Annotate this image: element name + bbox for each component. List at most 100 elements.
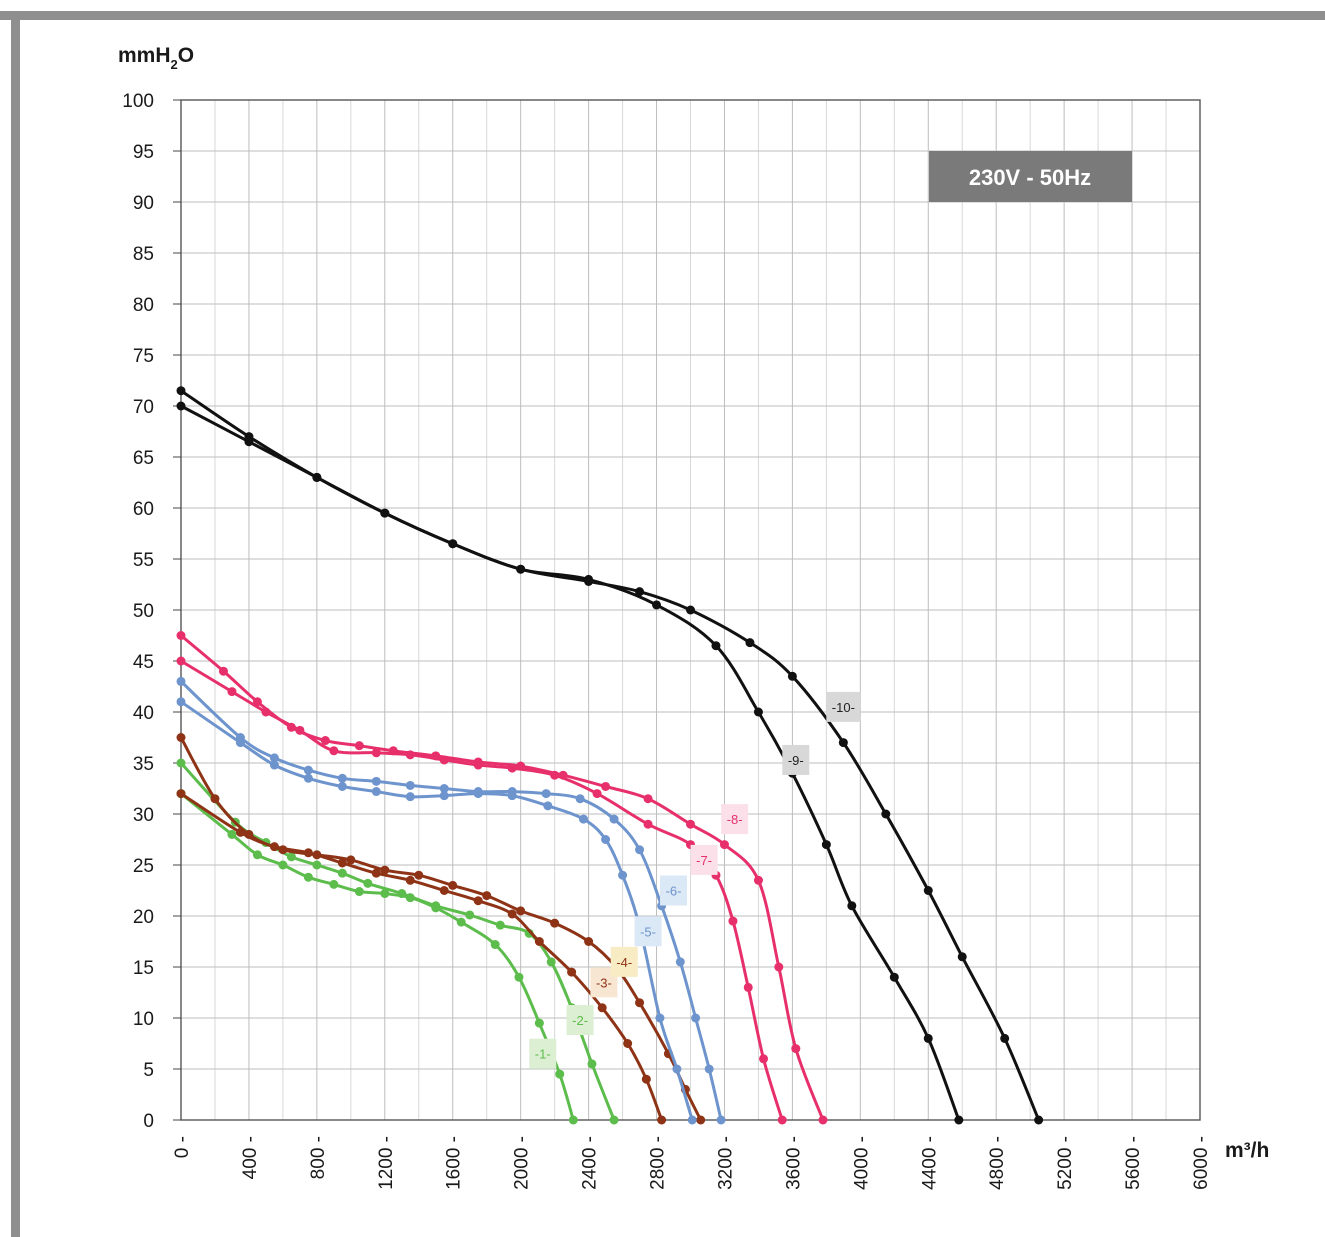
series2-point	[431, 901, 441, 911]
series8-point	[753, 875, 763, 885]
series7-line	[179, 659, 784, 1122]
y-tick-label: 50	[133, 601, 154, 622]
series8-point	[252, 697, 262, 707]
series1-label-text: -1-	[535, 1047, 551, 1062]
series1-point	[490, 940, 500, 950]
grid	[180, 99, 1201, 1121]
series4-point	[210, 794, 220, 804]
series6-point	[176, 676, 186, 686]
series4	[176, 733, 706, 1125]
series7-point	[371, 748, 381, 758]
series10-point	[838, 738, 848, 748]
series3	[176, 789, 667, 1125]
series8-point	[774, 962, 784, 972]
y-axis-title: mmH2O	[118, 44, 194, 72]
y-tick-label: 100	[122, 91, 154, 112]
series9-point	[889, 972, 899, 982]
series10-point	[745, 638, 755, 648]
series3-point	[597, 1003, 607, 1013]
series7-point	[329, 746, 339, 756]
series2-label-text: -2-	[572, 1013, 588, 1028]
series6-point	[371, 776, 381, 786]
series7-label: -7-	[690, 844, 718, 875]
series7-point	[592, 789, 602, 799]
series8-point	[286, 722, 296, 732]
series10-point	[957, 952, 967, 962]
series10-label-bg	[826, 691, 861, 722]
series4-point	[244, 829, 254, 839]
series10-line	[179, 389, 1041, 1122]
series3-point	[507, 909, 517, 919]
series7-point	[777, 1115, 787, 1125]
series-layer	[176, 386, 1044, 1125]
series6-label-bg	[660, 875, 688, 906]
x-tick-label: 2000 -	[512, 1136, 533, 1190]
series10-point	[312, 472, 322, 482]
series10-point	[244, 432, 254, 442]
series10-point	[881, 809, 891, 819]
series4-point	[346, 855, 356, 865]
series8-label-text: -8-	[727, 812, 743, 827]
x-tick-label: 6000 -	[1191, 1136, 1212, 1190]
series8	[176, 631, 828, 1125]
series1-point	[514, 972, 524, 982]
series5-point	[371, 787, 381, 797]
series4-point	[176, 733, 186, 742]
series4-point	[516, 906, 526, 916]
series8-point	[686, 819, 695, 829]
series6-point	[541, 789, 551, 799]
series1-point	[456, 917, 466, 927]
series2-point	[465, 910, 475, 920]
y-tick-label: 55	[133, 550, 154, 571]
series7	[176, 656, 787, 1125]
series6-point	[269, 753, 279, 763]
y-tick-label: 90	[133, 193, 154, 214]
series5-point	[543, 801, 553, 811]
x-tick-label: 4800 -	[987, 1136, 1008, 1190]
series9-point	[753, 707, 763, 717]
series8-label-bg	[721, 804, 749, 835]
series2-point	[176, 758, 186, 768]
series1-point	[329, 879, 339, 889]
frame-left-border	[11, 11, 20, 1237]
series10-point	[635, 587, 645, 597]
series6-point	[473, 787, 483, 797]
series1	[176, 789, 578, 1125]
x-tick-label: 400 -	[240, 1136, 261, 1179]
y-tick-label: 95	[133, 142, 154, 163]
series4-point	[380, 865, 390, 875]
series8-point	[354, 741, 364, 751]
y-axis-ticks: 0 5 10 15 20 25 30 35 40 45 50 55 60 65 70 75 80 85 90 95 10…	[122, 91, 181, 1132]
x-tick-label: 800 -	[308, 1136, 329, 1179]
series7-point	[176, 656, 186, 666]
series6-point	[439, 784, 449, 793]
series10-label-text: -10-	[832, 700, 855, 715]
y-tick-label: 45	[133, 652, 154, 673]
series3-point	[439, 886, 449, 895]
series10-point	[923, 886, 933, 895]
y-tick-label: 25	[133, 856, 154, 877]
series10-point	[176, 386, 186, 396]
series4-point	[278, 845, 288, 855]
x-tick-label: 5600 -	[1123, 1136, 1144, 1190]
series3-point	[405, 875, 415, 885]
frame-top-border	[0, 11, 1325, 20]
series10-point	[448, 539, 458, 549]
series10-point	[1034, 1115, 1044, 1125]
series2-point	[337, 868, 347, 878]
series7-point	[743, 982, 753, 992]
series9-point	[711, 641, 721, 651]
y-tick-label: 35	[133, 754, 154, 775]
series8-point	[516, 761, 526, 771]
x-tick-label: 3600 -	[783, 1136, 804, 1190]
series7-label-text: -7-	[696, 853, 712, 868]
series5-label: -5-	[634, 916, 662, 947]
series10	[176, 386, 1044, 1125]
series6-point	[716, 1115, 726, 1125]
series9-point	[923, 1033, 933, 1043]
series10-point	[516, 564, 526, 574]
x-tick-label: 5200 -	[1055, 1136, 1076, 1190]
series2-point	[363, 878, 373, 888]
y-tick-label: 65	[133, 448, 154, 469]
series6-label-text: -6-	[666, 884, 682, 899]
